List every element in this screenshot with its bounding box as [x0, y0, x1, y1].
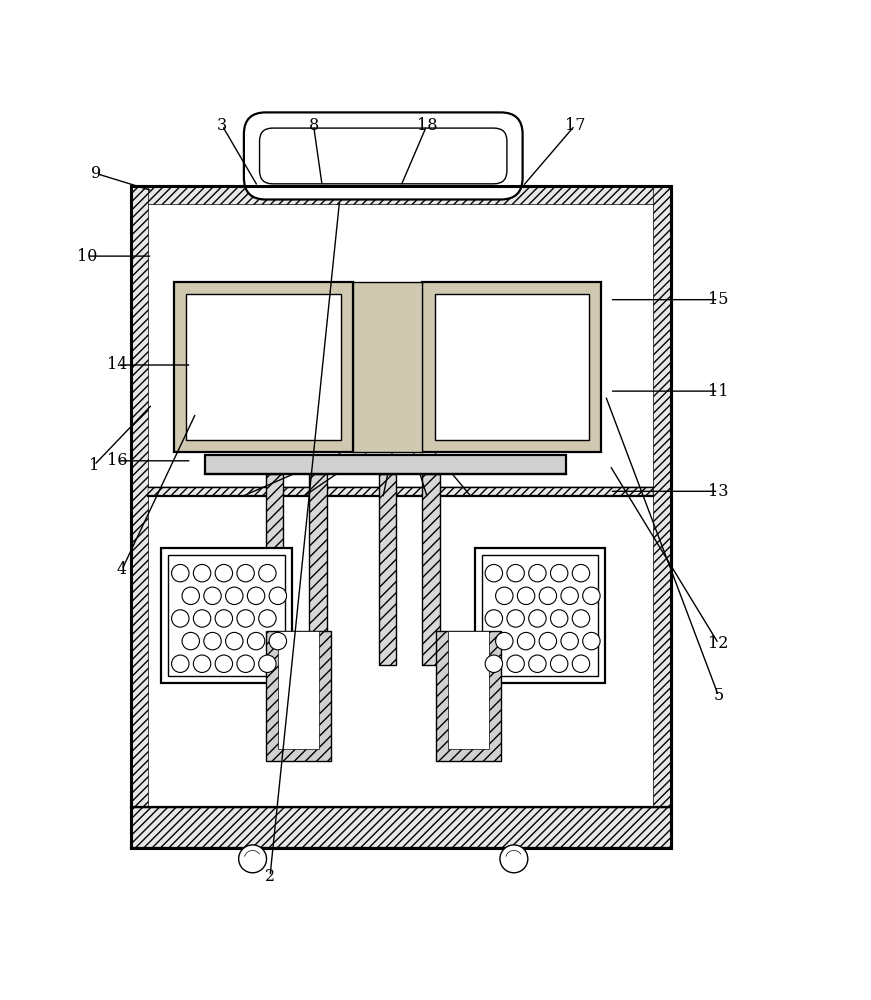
Circle shape: [539, 587, 557, 605]
Bar: [422, 474, 440, 665]
Bar: [205, 455, 566, 474]
Circle shape: [204, 587, 221, 605]
Circle shape: [572, 564, 590, 582]
Circle shape: [269, 632, 287, 650]
Bar: [186, 294, 341, 440]
Circle shape: [507, 564, 524, 582]
Circle shape: [172, 610, 189, 627]
Circle shape: [550, 564, 568, 582]
Bar: [131, 186, 148, 848]
Text: 18: 18: [416, 117, 437, 134]
Bar: [168, 555, 285, 676]
Text: 11: 11: [708, 383, 729, 400]
Circle shape: [182, 632, 199, 650]
Bar: [379, 474, 396, 665]
Circle shape: [239, 845, 267, 873]
Circle shape: [204, 632, 221, 650]
Circle shape: [496, 587, 513, 605]
Circle shape: [572, 610, 590, 627]
Circle shape: [550, 610, 568, 627]
Bar: [353, 282, 422, 452]
Bar: [148, 487, 653, 496]
Circle shape: [215, 655, 233, 672]
Circle shape: [172, 655, 189, 672]
Circle shape: [215, 610, 233, 627]
Bar: [309, 474, 327, 665]
Circle shape: [496, 632, 513, 650]
Bar: [448, 631, 489, 749]
Text: 1: 1: [89, 457, 99, 474]
Text: 5: 5: [713, 687, 724, 704]
Text: 13: 13: [708, 483, 729, 500]
Bar: [278, 631, 319, 749]
Bar: [131, 186, 671, 848]
Text: 16: 16: [107, 452, 128, 469]
Bar: [131, 807, 671, 848]
Circle shape: [226, 632, 243, 650]
Bar: [174, 282, 353, 452]
Circle shape: [259, 564, 276, 582]
Circle shape: [182, 587, 199, 605]
FancyBboxPatch shape: [244, 112, 523, 200]
Bar: [266, 474, 283, 665]
Circle shape: [172, 564, 189, 582]
Bar: [435, 294, 589, 440]
Circle shape: [237, 610, 254, 627]
Circle shape: [500, 845, 528, 873]
Bar: [653, 186, 671, 848]
Circle shape: [583, 632, 600, 650]
Text: 12: 12: [708, 635, 729, 652]
Bar: [131, 186, 671, 848]
Circle shape: [226, 587, 243, 605]
Circle shape: [561, 632, 578, 650]
Text: 2: 2: [265, 868, 275, 885]
Bar: [475, 548, 605, 683]
Circle shape: [215, 564, 233, 582]
Circle shape: [517, 632, 535, 650]
Bar: [436, 631, 501, 761]
Circle shape: [485, 610, 503, 627]
Text: 10: 10: [77, 248, 98, 265]
Circle shape: [193, 655, 211, 672]
Circle shape: [485, 655, 503, 672]
Circle shape: [539, 632, 557, 650]
Circle shape: [529, 564, 546, 582]
Circle shape: [237, 655, 254, 672]
Circle shape: [529, 655, 546, 672]
Bar: [131, 186, 671, 204]
Circle shape: [517, 587, 535, 605]
Circle shape: [247, 632, 265, 650]
Bar: [266, 631, 331, 761]
Text: 15: 15: [708, 291, 729, 308]
Text: 4: 4: [117, 561, 127, 578]
Text: 9: 9: [91, 165, 101, 182]
Circle shape: [247, 587, 265, 605]
Bar: [131, 831, 671, 848]
Text: 3: 3: [217, 117, 227, 134]
Circle shape: [485, 564, 503, 582]
Circle shape: [507, 655, 524, 672]
Text: 8: 8: [308, 117, 319, 134]
Bar: [482, 555, 598, 676]
Circle shape: [259, 655, 276, 672]
Circle shape: [193, 564, 211, 582]
Circle shape: [259, 610, 276, 627]
Bar: [422, 282, 601, 452]
Circle shape: [507, 610, 524, 627]
Bar: [161, 548, 292, 683]
Circle shape: [561, 587, 578, 605]
Circle shape: [529, 610, 546, 627]
Circle shape: [572, 655, 590, 672]
Circle shape: [193, 610, 211, 627]
Circle shape: [269, 587, 287, 605]
Circle shape: [237, 564, 254, 582]
Text: 14: 14: [107, 356, 128, 373]
Circle shape: [550, 655, 568, 672]
Text: 17: 17: [564, 117, 585, 134]
Circle shape: [583, 587, 600, 605]
